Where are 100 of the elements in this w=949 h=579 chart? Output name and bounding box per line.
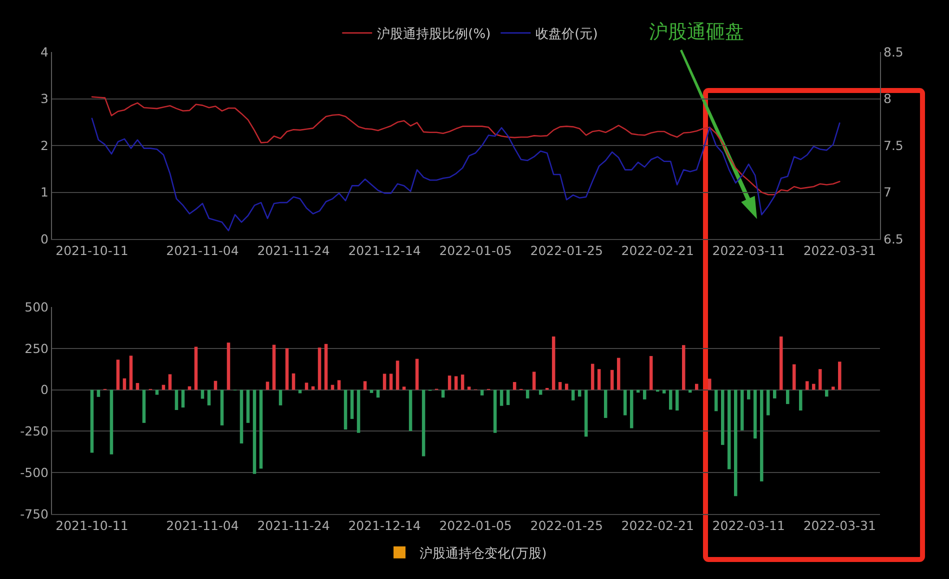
bar bbox=[832, 386, 835, 390]
bar bbox=[838, 362, 842, 390]
bar bbox=[584, 390, 588, 437]
bar bbox=[382, 374, 386, 390]
bar bbox=[266, 382, 270, 390]
bar bbox=[90, 390, 94, 453]
bar bbox=[96, 390, 100, 397]
bar bbox=[337, 380, 341, 390]
x-tick-label: 2021-11-04 bbox=[166, 243, 239, 258]
bar bbox=[408, 390, 412, 432]
bar bbox=[604, 390, 608, 418]
legend-label: 沪股通持股比例(%) bbox=[377, 26, 491, 42]
x-tick-label: 2021-10-11 bbox=[56, 243, 128, 258]
x-tick-label: 2021-12-14 bbox=[348, 243, 421, 258]
x-tick-label: 2021-11-24 bbox=[257, 243, 330, 258]
bar bbox=[610, 370, 614, 390]
bar bbox=[786, 390, 790, 404]
x-tick-label: 2022-02-21 bbox=[621, 243, 694, 258]
bar bbox=[780, 336, 783, 390]
bar bbox=[500, 390, 504, 406]
bar bbox=[298, 390, 302, 394]
bar bbox=[480, 390, 484, 396]
bar bbox=[181, 390, 185, 408]
bar bbox=[538, 390, 542, 395]
bar bbox=[460, 374, 464, 390]
x-tick-label: 2022-01-05 bbox=[439, 243, 512, 258]
bar bbox=[252, 390, 256, 474]
y2-tick-label: 8.5 bbox=[884, 44, 904, 60]
x-tick-label: 2022-03-31 bbox=[803, 243, 876, 258]
bar bbox=[214, 380, 218, 390]
bar bbox=[526, 390, 530, 398]
x-tick-label: 2022-03-11 bbox=[712, 243, 785, 258]
bar bbox=[552, 336, 556, 390]
bar bbox=[649, 356, 653, 390]
bar bbox=[318, 348, 322, 390]
bar bbox=[402, 386, 406, 390]
bar bbox=[597, 369, 601, 390]
bar bbox=[226, 342, 230, 390]
bar bbox=[207, 390, 211, 406]
bar bbox=[760, 390, 764, 482]
bar bbox=[448, 376, 452, 390]
bar bbox=[246, 390, 250, 423]
legend-label: 收盘价(元) bbox=[536, 27, 598, 42]
bar bbox=[682, 345, 686, 390]
bar bbox=[721, 390, 724, 445]
bar bbox=[754, 390, 757, 438]
x-tick-label: 2022-03-11 bbox=[712, 518, 785, 533]
y-tick-label: -750 bbox=[20, 506, 49, 522]
bar bbox=[122, 378, 126, 390]
bar bbox=[734, 390, 738, 496]
bar bbox=[728, 390, 731, 470]
bar bbox=[630, 390, 634, 428]
line-series bbox=[91, 118, 840, 232]
bar bbox=[740, 390, 744, 430]
text: 沪股通持仓变化(万股) bbox=[420, 545, 547, 562]
y-tick-label: -500 bbox=[20, 464, 49, 480]
bar bbox=[512, 382, 516, 390]
y2-tick-label: 7.5 bbox=[884, 138, 904, 153]
bar bbox=[799, 390, 802, 410]
bar bbox=[747, 390, 750, 400]
y-tick-label: 2 bbox=[40, 138, 48, 153]
y-tick-label: 0 bbox=[40, 231, 49, 246]
y2-tick-label: 8 bbox=[884, 91, 892, 106]
x-tick-label: 2022-03-31 bbox=[803, 518, 876, 533]
y-tick-label: -250 bbox=[20, 424, 49, 439]
bar bbox=[773, 390, 776, 398]
bar bbox=[708, 378, 712, 390]
bar bbox=[564, 384, 568, 390]
bar bbox=[220, 390, 224, 426]
bar bbox=[194, 346, 198, 390]
bar bbox=[168, 374, 172, 390]
bar bbox=[454, 376, 458, 390]
bar bbox=[825, 390, 828, 397]
bar bbox=[311, 386, 315, 390]
y-tick-label: 1 bbox=[40, 184, 48, 200]
bar bbox=[558, 382, 562, 390]
bar bbox=[174, 390, 178, 410]
bar bbox=[396, 360, 400, 390]
bar bbox=[532, 372, 536, 390]
bar bbox=[616, 358, 620, 390]
x-tick-label: 2022-01-05 bbox=[439, 518, 512, 533]
bar bbox=[350, 390, 354, 419]
bar bbox=[330, 384, 334, 390]
bar bbox=[259, 390, 263, 469]
bar bbox=[162, 384, 166, 390]
y-tick-label: 0 bbox=[40, 382, 49, 398]
bar bbox=[766, 390, 770, 416]
x-tick-label: 2022-01-25 bbox=[530, 243, 603, 258]
bar bbox=[389, 374, 393, 390]
text: 沪股通砸盘 bbox=[649, 21, 744, 43]
y-tick-label: 4 bbox=[40, 44, 49, 60]
line-series bbox=[91, 96, 840, 196]
bar bbox=[136, 383, 140, 390]
bar bbox=[155, 390, 159, 395]
bar bbox=[493, 390, 497, 433]
x-tick-label: 2021-10-11 bbox=[56, 518, 128, 533]
bar bbox=[240, 390, 244, 444]
bar bbox=[356, 390, 360, 433]
x-tick-label: 2021-11-24 bbox=[257, 518, 330, 533]
bar bbox=[285, 348, 289, 390]
